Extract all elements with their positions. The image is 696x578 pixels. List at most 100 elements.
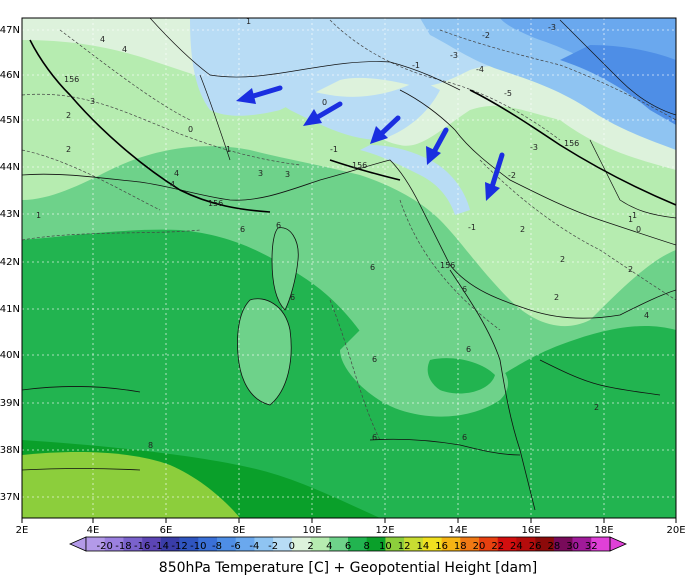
colorbar-tick-label: 16 (435, 541, 448, 552)
temp-label: 2 (628, 265, 633, 274)
colorbar-tick-label: -4 (249, 541, 259, 552)
height-label: 156 (440, 261, 455, 270)
height-label: 156 (564, 139, 579, 148)
colorbar-swatch (441, 537, 461, 551)
colorbar-tick-label: 32 (585, 541, 598, 552)
colorbar-tick-label: 4 (326, 541, 332, 552)
colorbar-swatch (254, 537, 274, 551)
temp-label: -3 (450, 51, 458, 60)
lat-axis-labels: 47N 46N 45N 44N 43N 42N 41N 40N 39N 38N … (0, 25, 20, 503)
temp-label: 4 (644, 311, 649, 320)
colorbar-tick-label: 30 (566, 541, 579, 552)
lon-label: 20E (666, 525, 685, 536)
arrow-icon (303, 101, 343, 126)
temp-label: 1 (226, 145, 231, 154)
colorbar-swatch (479, 537, 499, 551)
lon-label: 6E (160, 525, 173, 536)
lon-label: 2E (16, 525, 29, 536)
plot-frame (21, 17, 677, 519)
colorbar-swatch (217, 537, 237, 551)
arrow-icon (236, 85, 283, 104)
temp-label: 2 (520, 225, 525, 234)
temp-label: -3 (548, 23, 556, 32)
temp-label: 0 (322, 98, 327, 107)
colorbar-tick-label: 8 (364, 541, 370, 552)
temp-label: 2 (66, 111, 71, 120)
temp-label: 4 (122, 45, 127, 54)
lat-label: 38N (0, 445, 20, 456)
temp-label: 1 (628, 215, 633, 224)
colorbar-tick-label: 2 (307, 541, 313, 552)
temp-label: 1 (632, 211, 637, 220)
colorbar-swatch (422, 537, 442, 551)
temp-label: 6 (276, 221, 281, 230)
arrow-icon (426, 127, 449, 165)
height-label: 156 (352, 161, 367, 170)
temp-label: 1 (246, 17, 251, 26)
colorbar-swatch (142, 537, 162, 551)
temp-label: 4 (100, 35, 105, 44)
colorbar-tick-label: -16 (134, 541, 150, 552)
colorbar-swatch (591, 537, 611, 551)
lat-label: 44N (0, 162, 20, 173)
temp-label: 4 (170, 180, 175, 189)
lat-label: 40N (0, 350, 20, 361)
colorbar-tick-label: -12 (171, 541, 187, 552)
lon-label: 12E (375, 525, 394, 536)
temp-label: 3 (258, 169, 263, 178)
lon-label: 10E (302, 525, 321, 536)
colorbar-tick-label: 26 (529, 541, 542, 552)
colorbar-max-arrow (609, 536, 627, 552)
colorbar-min-arrow (69, 536, 87, 552)
colorbar-swatch (460, 537, 480, 551)
temp-label: -1 (468, 223, 476, 232)
temp-label: 3 (90, 97, 95, 106)
temp-label: 6 (290, 293, 295, 302)
temp-label: 6 (466, 345, 471, 354)
graticule (22, 18, 676, 518)
colorbar-tick-label: -14 (153, 541, 169, 552)
lon-label: 14E (448, 525, 467, 536)
temp-label: -4 (476, 65, 484, 74)
colorbar-swatch (366, 537, 386, 551)
colorbar-tick-label: 20 (473, 541, 486, 552)
colorbar-tick-label: 18 (454, 541, 467, 552)
lat-label: 42N (0, 257, 20, 268)
lon-label: 18E (594, 525, 613, 536)
axis-ticks (21, 518, 677, 523)
temp-label: -2 (508, 171, 516, 180)
lat-label: 39N (0, 398, 20, 409)
coastlines (22, 89, 676, 511)
colorbar-tick-label: 0 (289, 541, 295, 552)
colorbar-swatch (348, 537, 368, 551)
temp-label: 2 (554, 293, 559, 302)
colorbar-swatch (516, 537, 536, 551)
colorbar-swatch (123, 537, 143, 551)
arrow-icon (485, 152, 505, 201)
colorbar-swatch (385, 537, 405, 551)
colorbar-swatch (291, 537, 311, 551)
colorbar (69, 536, 627, 552)
geopotential-contours (29, 39, 676, 213)
figure-caption: 850hPa Temperature [C] + Geopotential He… (159, 560, 537, 576)
lon-label: 8E (233, 525, 246, 536)
colorbar-swatch (104, 537, 124, 551)
lon-label: 4E (87, 525, 100, 536)
colorbar-swatch (86, 537, 106, 551)
colorbar-tick-label: -10 (190, 541, 206, 552)
temp-label: 1 (36, 211, 41, 220)
colorbar-tick-label: 6 (345, 541, 351, 552)
lat-label: 45N (0, 115, 20, 126)
lat-label: 41N (0, 304, 20, 315)
temp-label: -1 (412, 61, 420, 70)
borders (149, 18, 676, 219)
colorbar-tick-label: 10 (379, 541, 392, 552)
flow-arrows (236, 85, 505, 201)
temperature-field (22, 18, 676, 518)
colorbar-tick-label: -20 (97, 541, 113, 552)
colorbar-swatch (273, 537, 293, 551)
colorbar-swatch (160, 537, 180, 551)
height-label: 156 (208, 199, 223, 208)
colorbar-swatch (535, 537, 555, 551)
colorbar-swatch (404, 537, 424, 551)
